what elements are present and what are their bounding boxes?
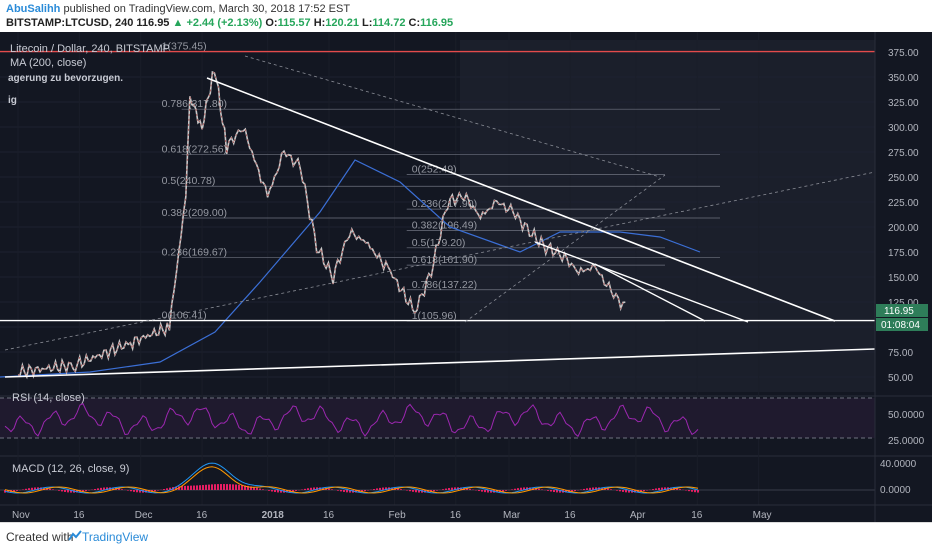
publish-info: published on TradingView.com, March 30, … bbox=[63, 3, 351, 15]
x-tick-label: 16 bbox=[691, 510, 703, 521]
highlight-region bbox=[460, 40, 875, 392]
x-tick-label: 2018 bbox=[262, 510, 285, 521]
rsi-tick-label: 50.0000 bbox=[888, 410, 925, 421]
x-tick-label: Mar bbox=[503, 510, 521, 521]
open-label: O: bbox=[265, 17, 278, 29]
high-value: 120.21 bbox=[325, 17, 359, 29]
fib-label: 0.618(272.56) bbox=[162, 143, 227, 155]
fib-label: 0.236(169.67) bbox=[162, 246, 227, 258]
price-badge-bg bbox=[876, 304, 928, 317]
quote-line: BITSTAMP:LTCUSD, 240 116.95 ▲ +2.44 (+2.… bbox=[6, 17, 453, 29]
footer: Created with TradingView bbox=[0, 522, 932, 551]
y-tick-label: 225.00 bbox=[888, 198, 919, 209]
uptrend-line bbox=[4, 348, 876, 378]
x-tick-label: 16 bbox=[323, 510, 335, 521]
y-tick-label: 175.00 bbox=[888, 248, 919, 259]
created-with: Created with bbox=[6, 530, 74, 544]
signal-line bbox=[4, 466, 699, 494]
fib-label: 0.5(240.78) bbox=[162, 175, 216, 187]
rsi-band bbox=[0, 398, 875, 438]
close-value: 116.95 bbox=[420, 17, 454, 29]
chart-header: AbuSalihh published on TradingView.com, … bbox=[0, 0, 932, 32]
y-tick-label: 300.00 bbox=[888, 123, 919, 134]
x-tick-label: 16 bbox=[196, 510, 208, 521]
dashed-trend bbox=[244, 55, 661, 178]
price-series-down bbox=[17, 71, 626, 378]
channel-line bbox=[534, 241, 749, 323]
moving-average bbox=[0, 159, 701, 378]
fib-label: 0.618(161.90) bbox=[412, 254, 477, 266]
low-label: L: bbox=[362, 17, 373, 29]
y-tick-label: 250.00 bbox=[888, 173, 919, 184]
symbol: BITSTAMP:LTCUSD, 240 bbox=[6, 17, 134, 29]
x-tick-label: 16 bbox=[564, 510, 576, 521]
macd-line bbox=[4, 462, 699, 494]
price-badge: 116.95 bbox=[884, 306, 914, 317]
fib-label: 0.236(217.90) bbox=[412, 198, 477, 210]
fib-retracement-levels: 1(375.45)0.786(317.80)0.618(272.56)0.5(2… bbox=[162, 41, 720, 322]
trend-lines bbox=[0, 50, 876, 378]
macd-pane bbox=[0, 462, 875, 494]
fib-label: 0.382(196.49) bbox=[412, 220, 477, 232]
rsi-line bbox=[4, 403, 699, 438]
publish-line: AbuSalihh published on TradingView.com, … bbox=[6, 3, 350, 15]
chart-title: Litecoin / Dollar, 240, BITSTAMP bbox=[10, 43, 170, 55]
y-tick-label: 150.00 bbox=[888, 273, 919, 284]
chart-svg[interactable]: 1(375.45)0.786(317.80)0.618(272.56)0.5(2… bbox=[0, 32, 932, 522]
y-tick-label: 375.00 bbox=[888, 48, 919, 59]
note-line-2: ig bbox=[8, 95, 17, 106]
x-tick-label: Apr bbox=[630, 510, 646, 521]
y-tick-label: 275.00 bbox=[888, 148, 919, 159]
channel-line bbox=[594, 263, 706, 322]
note-line-1: agerung zu bevorzugen. bbox=[8, 73, 123, 84]
fib-label: 0(106.41) bbox=[162, 310, 207, 322]
candles bbox=[17, 70, 626, 380]
price-change: ▲ +2.44 (+2.13%) bbox=[172, 17, 263, 29]
fib-label: 0.786(137.22) bbox=[412, 279, 477, 291]
tradingview-brand[interactable]: TradingView bbox=[82, 530, 149, 544]
x-tick-label: May bbox=[753, 510, 772, 521]
y-tick-label: 325.00 bbox=[888, 98, 919, 109]
dashed-trend bbox=[4, 171, 876, 351]
fib-label: 0.382(209.00) bbox=[162, 207, 227, 219]
y-tick-label: 200.00 bbox=[888, 223, 919, 234]
chart-area[interactable]: 1(375.45) 0.786(317.80) 0.618(272.56) 0.5(2… bbox=[0, 32, 932, 522]
fib-label: 0(252.49) bbox=[412, 164, 457, 176]
y-tick-label: 75.00 bbox=[888, 348, 913, 359]
rsi-tick-label: 25.0000 bbox=[888, 436, 925, 447]
dashed-trend bbox=[464, 174, 666, 323]
fib-label: 1(105.96) bbox=[412, 310, 457, 322]
x-tick-label: Nov bbox=[12, 510, 30, 521]
macd-legend: MACD (12, 26, close, 9) bbox=[12, 463, 129, 475]
x-tick-label: 16 bbox=[450, 510, 462, 521]
rsi-legend: RSI (14, close) bbox=[12, 392, 85, 404]
close-label: C: bbox=[408, 17, 421, 29]
tradingview-logo-icon bbox=[68, 529, 82, 547]
fib-label: 1(375.45) bbox=[162, 41, 207, 53]
y-tick-label: 125.00 bbox=[888, 298, 919, 309]
y-tick-label: 350.00 bbox=[888, 73, 919, 84]
time-badge-bg bbox=[876, 318, 928, 331]
x-tick-label: 16 bbox=[73, 510, 85, 521]
y-tick-label: 50.00 bbox=[888, 373, 913, 384]
last-price: 116.95 bbox=[136, 17, 170, 29]
macd-tick-label: 0.0000 bbox=[880, 485, 911, 496]
rsi-pane bbox=[0, 397, 875, 439]
high-label: H: bbox=[313, 17, 326, 29]
x-tick-label: Feb bbox=[388, 510, 406, 521]
ma-legend: MA (200, close) bbox=[10, 57, 86, 69]
open-value: 115.57 bbox=[277, 17, 311, 29]
downtrend-line bbox=[206, 77, 836, 322]
x-tick-label: Dec bbox=[135, 510, 153, 521]
time-badge: 01:08:04 bbox=[881, 320, 920, 331]
ma-line bbox=[0, 159, 701, 378]
macd-tick-label: 40.0000 bbox=[880, 459, 917, 470]
author-link[interactable]: AbuSalihh bbox=[6, 3, 61, 15]
low-value: 114.72 bbox=[372, 17, 406, 29]
